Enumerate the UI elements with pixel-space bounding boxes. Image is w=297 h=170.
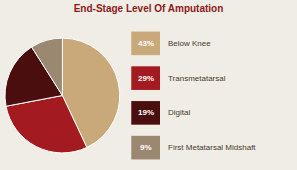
svg-text:29%: 29% [138, 74, 154, 83]
svg-text:43%: 43% [138, 39, 154, 48]
svg-text:End-Stage Level Of Amputation: End-Stage Level Of Amputation [74, 3, 224, 14]
svg-text:9%: 9% [140, 143, 152, 152]
svg-text:First Metatarsal Midshaft: First Metatarsal Midshaft [168, 143, 256, 152]
svg-text:Digital: Digital [168, 108, 190, 117]
svg-text:19%: 19% [138, 108, 154, 117]
svg-text:Transmetatarsal: Transmetatarsal [168, 74, 226, 83]
svg-text:Below Knee: Below Knee [168, 39, 211, 48]
